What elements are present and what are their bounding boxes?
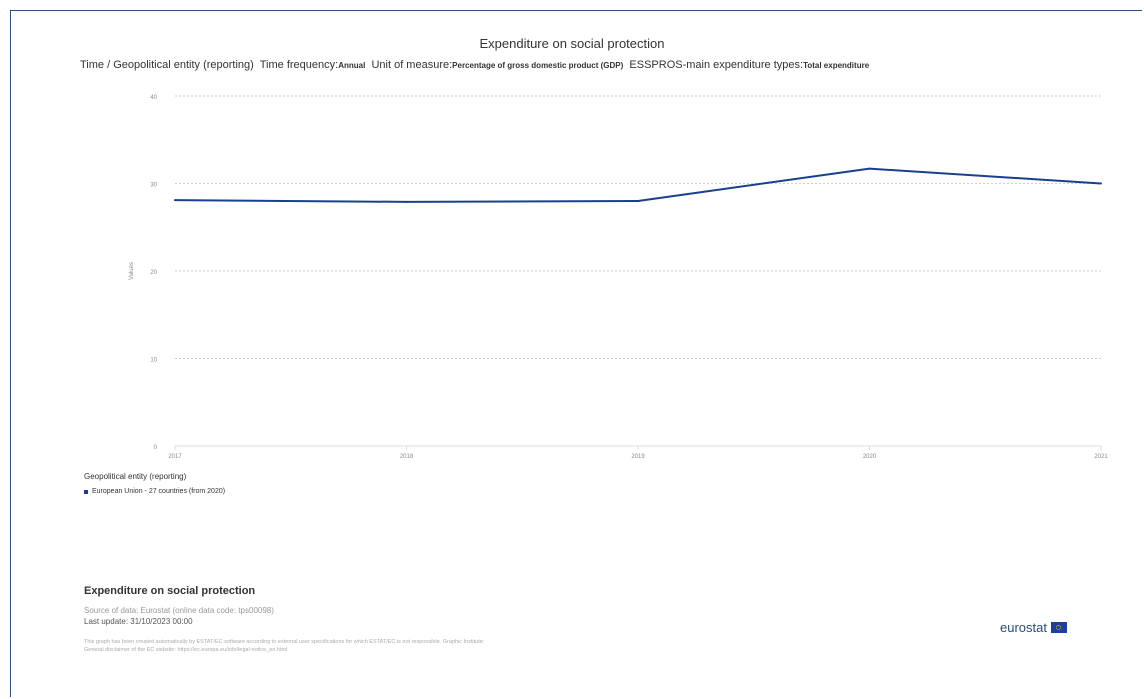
y-tick-label: 0	[154, 445, 158, 451]
unit-value: Percentage of gross domestic product (GD…	[452, 61, 624, 70]
y-tick-label: 40	[150, 95, 157, 101]
eu-flag-icon	[1050, 622, 1067, 633]
eurostat-logo[interactable]: eurostat	[1000, 620, 1067, 635]
footer-title: Expenditure on social protection	[84, 585, 256, 597]
footer-note-line2: General disclaimer of the EC website: ht…	[84, 647, 288, 653]
unit-label: Unit of measure:	[371, 59, 453, 71]
data-point	[868, 167, 871, 170]
y-axis-label: Values	[129, 262, 135, 280]
logo-text: eurostat	[1000, 620, 1047, 635]
legend-swatch	[84, 489, 88, 494]
x-tick-label: 2017	[168, 454, 182, 460]
type-label: ESSPROS-main expenditure types:	[629, 59, 804, 71]
y-tick-label: 30	[150, 183, 157, 189]
legend-title: Geopolitical entity (reporting)	[84, 472, 187, 481]
y-tick-label: 10	[150, 358, 157, 364]
data-point	[1100, 182, 1102, 185]
x-tick-label: 2018	[400, 454, 414, 460]
x-tick-label: 2021	[1094, 454, 1108, 460]
legend-label: European Union - 27 countries (from 2020…	[92, 488, 226, 495]
y-tick-label: 20	[150, 270, 157, 276]
footer-source: Source of data: Eurostat (online data co…	[84, 606, 274, 615]
x-tick-label: 2019	[631, 454, 645, 460]
chart-frame	[10, 10, 1142, 697]
type-value: Total expenditure	[803, 61, 870, 70]
footer-disclaimer: This graph has been created automaticall…	[84, 638, 784, 654]
chart-title: Expenditure on social protection	[479, 36, 665, 51]
chart-subtitle: Time / Geopolitical entity (reporting) T…	[80, 60, 1020, 71]
series-line-0	[174, 167, 1102, 203]
data-point	[174, 199, 176, 202]
data-point	[405, 200, 408, 203]
x-tick-label: 2020	[863, 454, 877, 460]
freq-label: Time frequency:	[259, 59, 339, 71]
footer-last-update: Last update: 31/10/2023 00:00	[84, 617, 193, 626]
freq-value: Annual	[338, 61, 366, 70]
legend-item[interactable]: European Union - 27 countries (from 2020…	[84, 488, 225, 495]
dims-label: Time / Geopolitical entity (reporting)	[80, 59, 254, 71]
data-point	[637, 200, 639, 202]
footer-note-line1: This graph has been created automaticall…	[84, 639, 485, 645]
